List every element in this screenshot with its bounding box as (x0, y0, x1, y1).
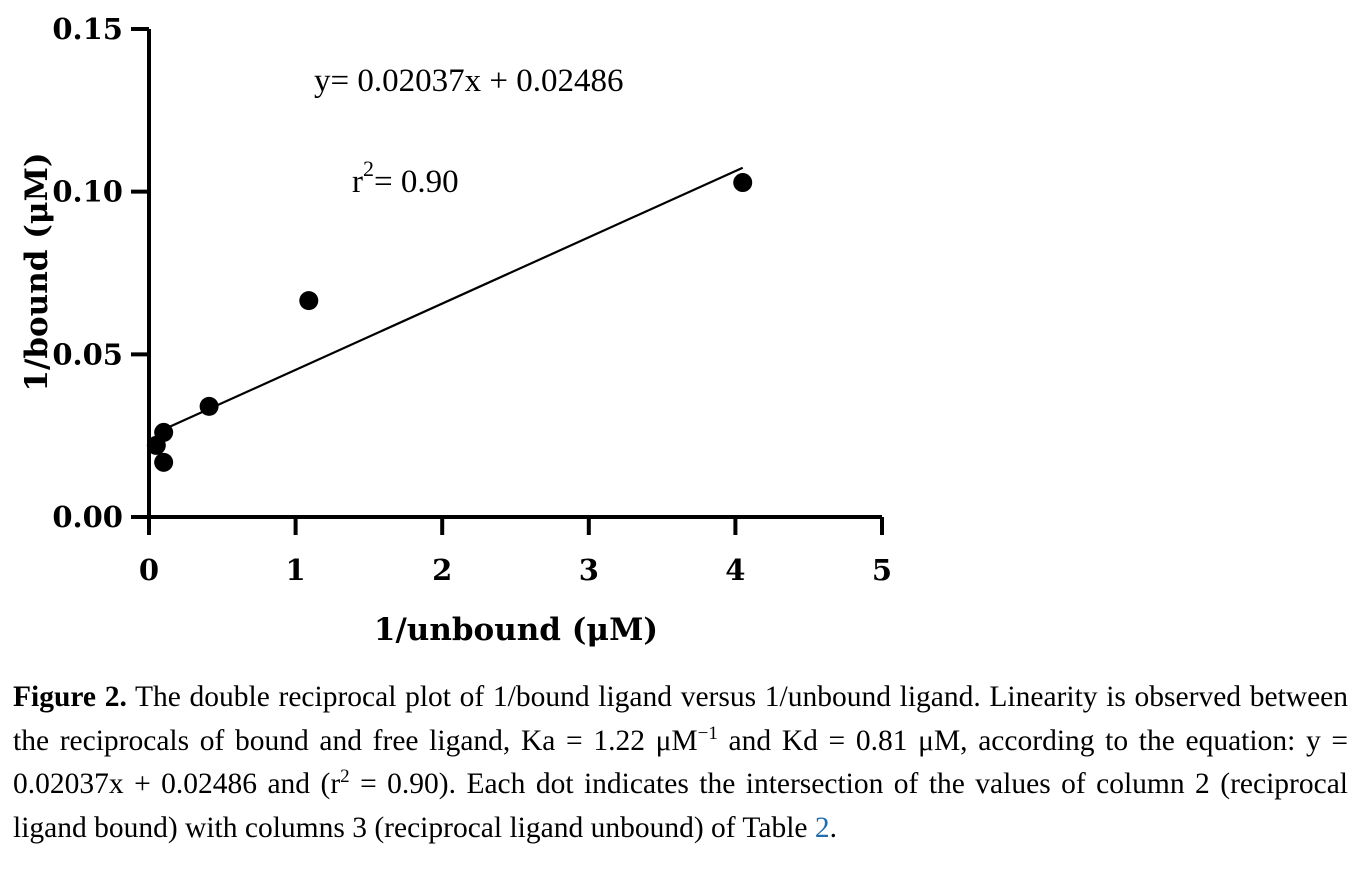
r2-prefix: r (352, 164, 363, 200)
caption-end: . (829, 811, 838, 844)
figure-caption: Figure 2. The double reciprocal plot of … (13, 676, 1348, 850)
data-point (154, 422, 174, 442)
y-tick-label: 0.10 (52, 175, 123, 209)
data-points (146, 173, 753, 472)
data-point (733, 173, 753, 193)
data-point (199, 396, 219, 416)
y-tick-label: 0.05 (52, 337, 123, 371)
table-reference-link[interactable]: 2 (814, 811, 830, 844)
x-axis-title: 1/unbound (μM) (374, 612, 658, 648)
y-tick-label: 0.00 (52, 500, 123, 534)
data-point (299, 291, 319, 311)
r2-superscript: 2 (363, 156, 374, 181)
r2-value: = 0.90 (374, 164, 459, 200)
x-tick-label: 0 (139, 553, 159, 587)
x-tick-label: 4 (725, 553, 745, 587)
caption-sup-1: −1 (697, 722, 718, 744)
y-axis-title: 1/bound (μM) (19, 152, 55, 391)
fit-line-group (155, 166, 744, 434)
caption-text-3: = 0.90). Each dot indicates the intersec… (13, 768, 1348, 844)
x-tick-label: 2 (432, 553, 452, 587)
double-reciprocal-chart: 0 1 2 3 4 5 0.00 0.05 0.10 0.15 y= 0.02037x + 0.0… (19, 12, 892, 648)
x-tick-label: 5 (872, 553, 892, 587)
caption-text-2: and Kd = 0.81 μM, according to the equat… (13, 724, 1348, 801)
data-point (154, 452, 174, 472)
x-tick-label: 3 (579, 553, 599, 587)
axes: 0 1 2 3 4 5 0.00 0.05 0.10 0.15 (52, 12, 892, 587)
regression-line (155, 166, 744, 434)
x-tick-label: 1 (286, 553, 306, 587)
caption-sup-2: 2 (340, 766, 350, 788)
y-tick-label: 0.15 (52, 12, 123, 46)
caption-text-1: The double reciprocal plot of 1/bound li… (13, 681, 1349, 757)
equation-annotation: y= 0.02037x + 0.02486 (314, 63, 623, 99)
caption-label: Figure 2. (13, 681, 127, 713)
r2-annotation: r2= 0.90 (352, 156, 459, 200)
